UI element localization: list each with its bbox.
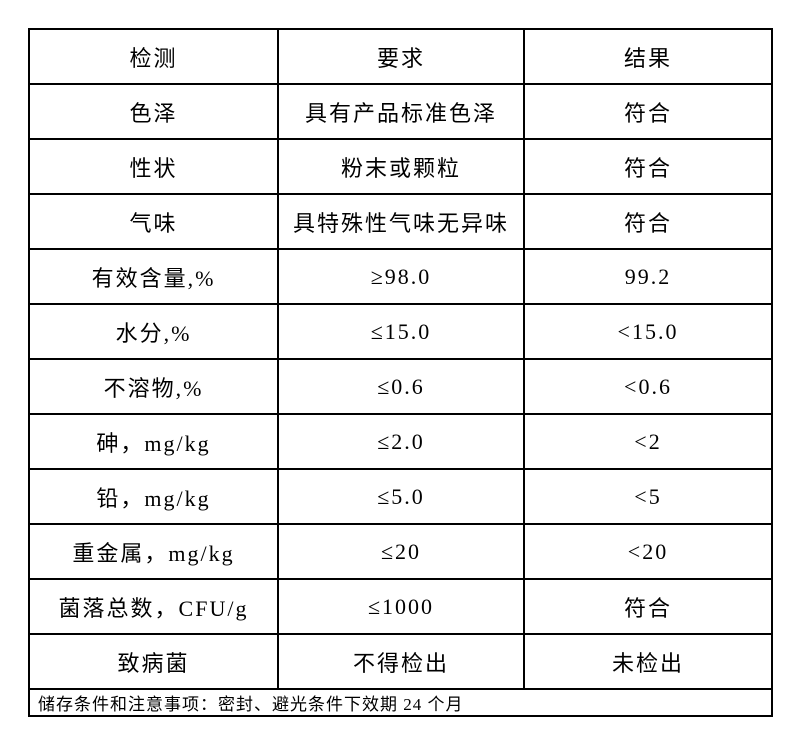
cell-test: 铅，mg/kg: [28, 468, 279, 525]
cell-test: 水分,%: [28, 303, 279, 360]
cell-result: <5: [523, 468, 773, 525]
cell-result: <15.0: [523, 303, 773, 360]
table-row: 色泽 具有产品标准色泽 符合: [28, 83, 773, 140]
cell-requirement: ≤0.6: [277, 358, 525, 415]
col-header-requirement: 要求: [277, 28, 525, 85]
cell-test: 气味: [28, 193, 279, 250]
col-header-result: 结果: [523, 28, 773, 85]
table-row: 铅，mg/kg ≤5.0 <5: [28, 468, 773, 525]
table-row: 性状 粉末或颗粒 符合: [28, 138, 773, 195]
cell-result: 符合: [523, 83, 773, 140]
cell-requirement: ≤2.0: [277, 413, 525, 470]
header-row: 检测 要求 结果: [28, 28, 773, 85]
table-row: 有效含量,% ≥98.0 99.2: [28, 248, 773, 305]
footer-row: 储存条件和注意事项：密封、避光条件下效期 24 个月: [28, 688, 773, 717]
cell-test: 性状: [28, 138, 279, 195]
table-row: 砷，mg/kg ≤2.0 <2: [28, 413, 773, 470]
cell-requirement: 具有产品标准色泽: [277, 83, 525, 140]
cell-result: 符合: [523, 578, 773, 635]
cell-test: 不溶物,%: [28, 358, 279, 415]
cell-result: <2: [523, 413, 773, 470]
cell-result: <0.6: [523, 358, 773, 415]
table-row: 重金属，mg/kg ≤20 <20: [28, 523, 773, 580]
table-row: 致病菌 不得检出 未检出: [28, 633, 773, 690]
cell-requirement: ≤20: [277, 523, 525, 580]
table-row: 不溶物,% ≤0.6 <0.6: [28, 358, 773, 415]
storage-note: 储存条件和注意事项：密封、避光条件下效期 24 个月: [28, 688, 773, 717]
cell-test: 色泽: [28, 83, 279, 140]
cell-requirement: ≤1000: [277, 578, 525, 635]
cell-requirement: 不得检出: [277, 633, 525, 690]
cell-requirement: 具特殊性气味无异味: [277, 193, 525, 250]
inspection-table: 检测 要求 结果 色泽 具有产品标准色泽 符合 性状 粉末或颗粒 符合 气味 具…: [28, 28, 773, 717]
cell-requirement: ≤5.0: [277, 468, 525, 525]
cell-result: 99.2: [523, 248, 773, 305]
cell-result: 符合: [523, 138, 773, 195]
col-header-test: 检测: [28, 28, 279, 85]
table-row: 水分,% ≤15.0 <15.0: [28, 303, 773, 360]
cell-requirement: ≤15.0: [277, 303, 525, 360]
cell-result: 未检出: [523, 633, 773, 690]
cell-test: 重金属，mg/kg: [28, 523, 279, 580]
table-row: 菌落总数，CFU/g ≤1000 符合: [28, 578, 773, 635]
cell-test: 有效含量,%: [28, 248, 279, 305]
cell-result: <20: [523, 523, 773, 580]
cell-requirement: 粉末或颗粒: [277, 138, 525, 195]
cell-test: 菌落总数，CFU/g: [28, 578, 279, 635]
cell-test: 致病菌: [28, 633, 279, 690]
cell-requirement: ≥98.0: [277, 248, 525, 305]
inspection-table-container: 检测 要求 结果 色泽 具有产品标准色泽 符合 性状 粉末或颗粒 符合 气味 具…: [28, 28, 773, 717]
table-row: 气味 具特殊性气味无异味 符合: [28, 193, 773, 250]
cell-test: 砷，mg/kg: [28, 413, 279, 470]
cell-result: 符合: [523, 193, 773, 250]
